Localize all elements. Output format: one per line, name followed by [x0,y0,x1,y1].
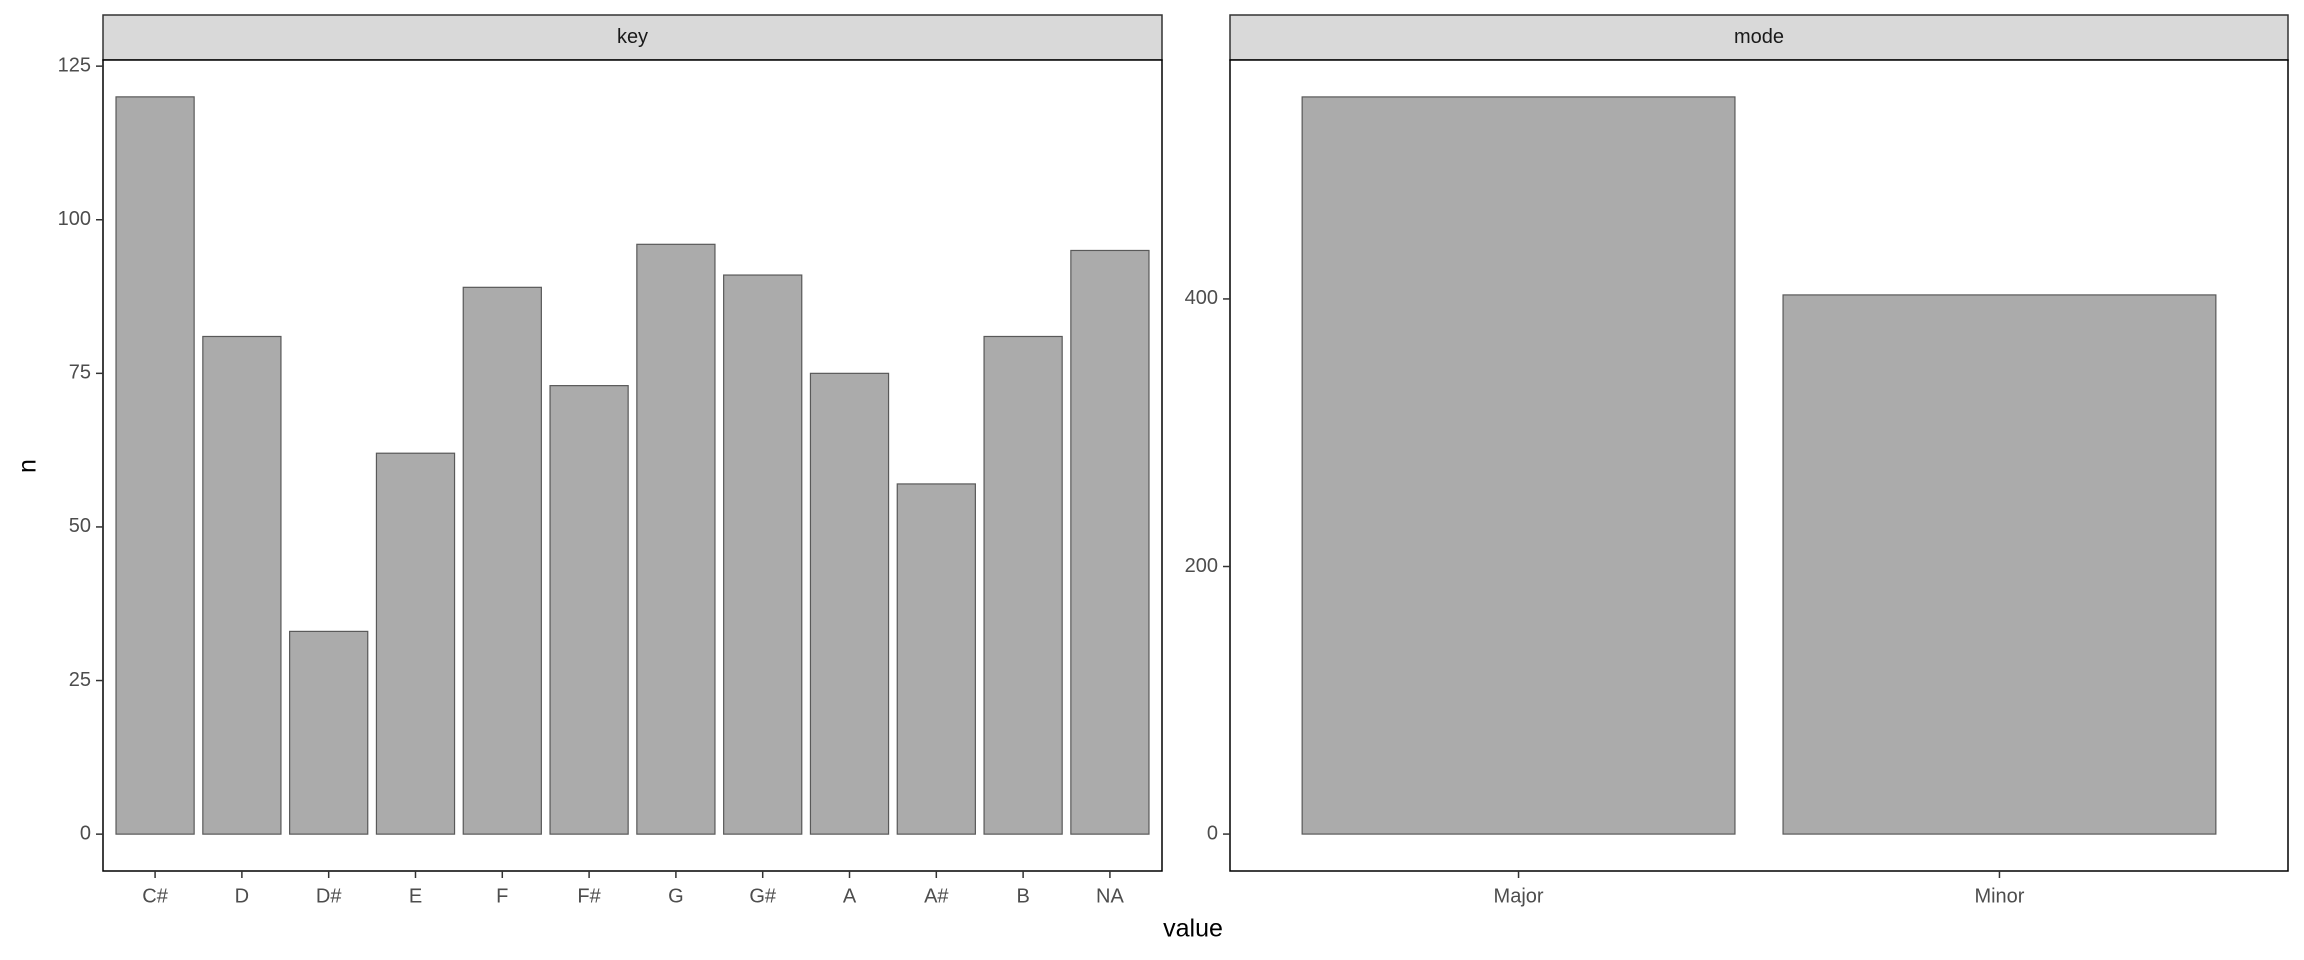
bar [723,274,803,835]
bar [462,286,542,835]
strip [102,14,1163,61]
bar [896,483,976,835]
x-tick-label: D# [316,885,342,907]
bar [549,385,629,835]
x-tick-label: F# [577,885,601,907]
bar [375,452,456,835]
x-tick-label: D [235,885,249,907]
bar [1070,249,1150,835]
strip [1229,14,2289,61]
x-tick-label: B [1016,885,1029,907]
y-tick-label: 200 [1185,555,1218,577]
y-tick-label: 400 [1185,287,1218,309]
x-tick-label: F [496,885,508,907]
bar [983,335,1063,835]
y-tick-label: 125 [58,54,91,76]
y-tick-label: 50 [69,515,91,537]
strip-title: key [617,26,648,48]
x-tick-label: NA [1096,885,1124,907]
x-tick-label: G# [749,885,777,907]
x-tick-label: Major [1494,885,1544,907]
y-tick-label: 25 [69,669,91,691]
bar [636,243,716,835]
x-tick-label: A [843,885,857,907]
bar [809,372,890,835]
bar [289,630,369,835]
x-axis-title: value [1163,915,1223,943]
x-tick-label: E [409,885,422,907]
x-tick-label: Minor [1974,885,2024,907]
x-tick-label: C# [142,885,168,907]
y-tick-label: 100 [58,208,91,230]
strip-title: mode [1734,26,1784,48]
x-tick-label: G [668,885,684,907]
y-axis-title: n [14,459,42,473]
bar [1782,294,2217,835]
y-tick-label: 0 [1207,822,1218,844]
bar [202,335,282,835]
x-tick-label: A# [924,885,949,907]
bar [115,96,195,835]
y-tick-label: 75 [69,362,91,384]
y-tick-label: 0 [80,822,91,844]
bar [1301,96,1736,835]
